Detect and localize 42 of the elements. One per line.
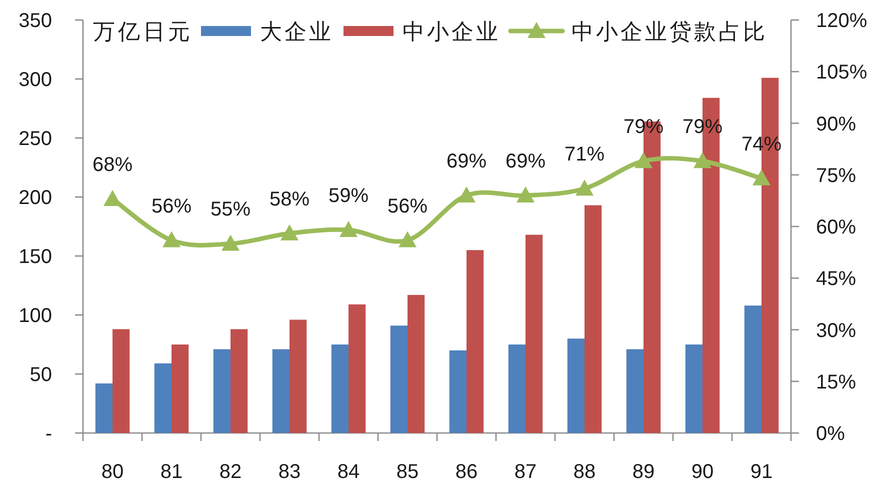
x-tick-label: 83 — [278, 461, 301, 483]
x-tick-label: 85 — [396, 461, 419, 483]
y-tick-label: 100 — [18, 305, 52, 327]
x-tick-label: 84 — [337, 461, 360, 483]
y2-tick-label: 120% — [816, 10, 868, 32]
x-tick-label: 87 — [514, 461, 537, 483]
data-label: 69% — [446, 150, 487, 173]
y2-tick-label: 15% — [816, 371, 856, 394]
x-tick-label: 86 — [455, 461, 478, 483]
y-tick-label: 200 — [18, 187, 52, 209]
y-tick-label: 300 — [18, 69, 52, 91]
y2-tick-label: 0% — [816, 423, 846, 445]
y-axis-title: 万亿日元 — [93, 19, 193, 44]
y2-tick-label: 45% — [816, 268, 856, 290]
data-label: 58% — [269, 188, 310, 210]
data-label: 55% — [210, 198, 251, 221]
y-tick-label: - — [45, 423, 52, 445]
y-tick-label: 150 — [18, 246, 52, 268]
data-label: 59% — [328, 184, 369, 207]
x-tick-label: 90 — [691, 461, 714, 483]
y2-tick-label: 30% — [816, 320, 856, 342]
y2-tick-label: 60% — [816, 216, 856, 238]
data-label: 56% — [387, 195, 428, 218]
x-tick-label: 91 — [750, 461, 773, 483]
legend-label: 大企业 — [260, 19, 334, 44]
legend-label: 中小企业 — [402, 19, 500, 44]
y2-tick-label: 105% — [816, 62, 868, 84]
y-tick-label: 50 — [30, 364, 52, 386]
data-label: 71% — [564, 144, 605, 166]
legend-label: 中小企业贷款占比 — [572, 19, 768, 44]
x-tick-label: 81 — [160, 461, 183, 483]
y2-tick-label: 90% — [816, 113, 856, 136]
y-tick-label: 350 — [18, 10, 52, 32]
x-tick-label: 82 — [219, 461, 242, 483]
data-label: 56% — [151, 195, 192, 218]
y-tick-label: 250 — [18, 128, 52, 150]
x-tick-label: 80 — [101, 461, 124, 483]
data-label: 68% — [92, 154, 133, 176]
x-tick-label: 88 — [573, 461, 596, 483]
y2-tick-label: 75% — [816, 164, 856, 187]
data-label: 69% — [505, 150, 546, 173]
x-tick-label: 89 — [632, 461, 655, 483]
